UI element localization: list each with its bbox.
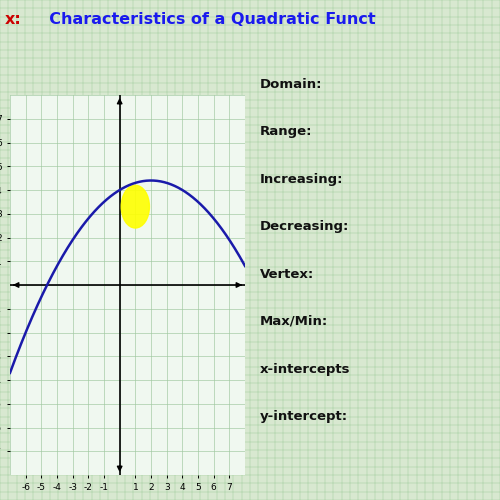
Text: Decreasing:: Decreasing: [260, 220, 350, 233]
Text: Increasing:: Increasing: [260, 172, 344, 186]
Text: x:: x: [5, 12, 22, 28]
Text: x-intercepts: x-intercepts [260, 362, 350, 376]
Text: y-intercept:: y-intercept: [260, 410, 348, 423]
Circle shape [121, 185, 150, 228]
Text: Range:: Range: [260, 125, 312, 138]
Text: Vertex:: Vertex: [260, 268, 314, 280]
Text: Max/Min:: Max/Min: [260, 315, 328, 328]
Text: Domain:: Domain: [260, 78, 322, 90]
Text: Characteristics of a Quadratic Funct: Characteristics of a Quadratic Funct [38, 12, 375, 28]
